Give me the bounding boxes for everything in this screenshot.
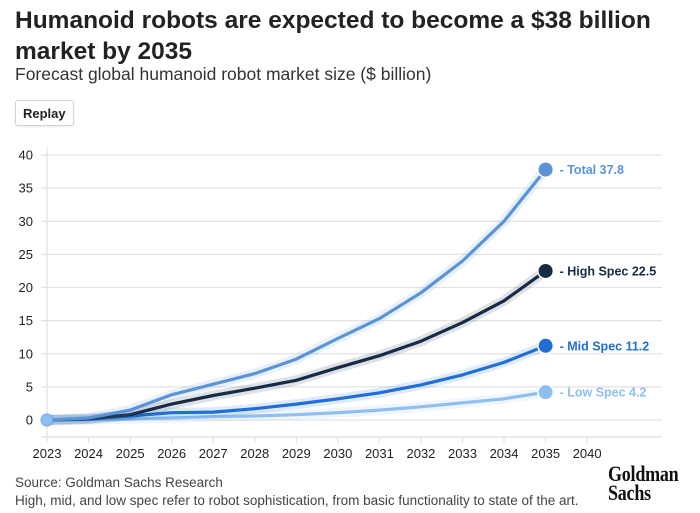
y-tick-label: 40 [19,148,33,163]
y-axis: 0 5 10 15 20 25 30 35 40 [19,148,33,428]
goldman-sachs-logo: Goldman Sachs [608,461,679,505]
end-label-total: - Total 37.8 [560,163,624,177]
x-tick-label: 2031 [365,446,394,461]
x-tick-label: 2028 [240,446,269,461]
end-label-mid-spec: - Mid Spec 11.2 [560,339,650,353]
x-tick-label: 2035 [531,446,560,461]
x-tick-label: 2023 [33,446,62,461]
x-tick-label: 2040 [573,446,602,461]
x-tick-label: 2026 [157,446,186,461]
end-marker-total [538,162,553,177]
chart-title: Humanoid robots are expected to become a… [15,7,651,65]
x-tick-label: 2024 [74,446,103,461]
y-tick-label: 25 [19,247,33,262]
end-marker-low-spec [538,385,553,400]
series-line-total [45,168,548,422]
end-labels: - Low Spec 4.2 - Mid Spec 11.2 - High Spec… [560,163,657,400]
end-label-low-spec: - Low Spec 4.2 [560,386,647,400]
x-tick-label: 2030 [323,446,352,461]
start-marker [40,413,54,427]
series-line-low-spec [45,390,548,422]
footer: Source: Goldman Sachs Research High, mid… [15,474,579,509]
series-lines [40,161,555,427]
x-tick-label: 2032 [406,446,435,461]
y-tick-label: 30 [19,214,33,229]
series-line-high-spec [45,269,548,422]
end-label-high-spec: - High Spec 22.5 [560,264,657,278]
y-tick-label: 15 [19,313,33,328]
logo-line-1: Goldman [608,461,679,486]
x-tick-label: 2029 [282,446,311,461]
y-tick-label: 20 [19,280,33,295]
y-tick-label: 5 [26,379,33,394]
y-tick-label: 10 [19,346,33,361]
chart-subtitle: Forecast global humanoid robot market si… [15,64,432,84]
y-tick-label: 0 [26,413,33,428]
spec-note: High, mid, and low spec refer to robot s… [15,492,579,508]
y-tick-label: 35 [19,181,33,196]
gridlines [41,147,662,437]
source-note: Source: Goldman Sachs Research [15,475,223,490]
end-marker-mid-spec [538,338,553,353]
x-tick-label: 2033 [448,446,477,461]
x-tick-label: 2025 [116,446,145,461]
x-tick-label: 2034 [490,446,519,461]
logo-line-2: Sachs [608,480,651,505]
x-axis: 2023 2024 2025 2026 2027 2028 2029 2030 2031 2032… [33,436,662,461]
end-marker-high-spec [538,263,553,278]
replay-button[interactable]: Replay [15,100,74,126]
x-tick-label: 2027 [199,446,228,461]
